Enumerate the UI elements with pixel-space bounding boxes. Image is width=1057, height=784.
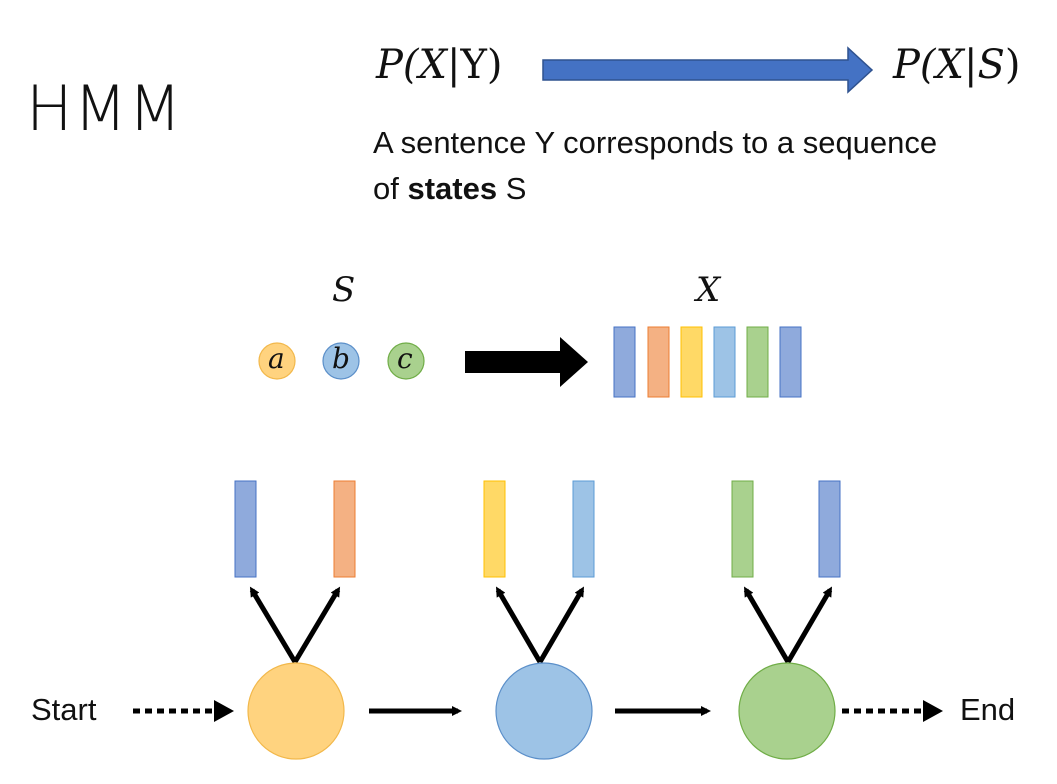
- state-node-3: [738, 662, 836, 760]
- page-title: HMM: [26, 72, 183, 145]
- blue-block-arrow: [542, 46, 874, 94]
- obs-vector-2: [647, 326, 670, 398]
- state-symbol-a-label: a: [268, 342, 285, 375]
- start-label: Start: [31, 692, 97, 727]
- emit-vector-2b: [572, 480, 595, 578]
- formula-right-prefix: P(: [893, 42, 936, 88]
- formula-left: P(X|Y): [376, 42, 503, 88]
- obs-vector-5: [746, 326, 769, 398]
- emit-vector-3a: [731, 480, 754, 578]
- observations-label: X: [696, 270, 721, 310]
- formula-left-given: Y: [460, 42, 487, 88]
- end-label: End: [960, 692, 1016, 727]
- state-symbol-c-label: c: [397, 342, 413, 375]
- caption-states-bold: states: [407, 171, 498, 206]
- state-node-1: [247, 662, 345, 760]
- start-arrow: [133, 700, 234, 722]
- emit-vector-1b: [333, 480, 356, 578]
- observation-vectors: [613, 326, 802, 398]
- emit-vector-3b: [818, 480, 841, 578]
- emission-block-arrow: [465, 337, 588, 387]
- caption-line-2-prefix: of: [373, 171, 408, 206]
- emitted-vectors: [234, 480, 841, 578]
- formula-left-var: X: [418, 42, 448, 88]
- state-node-2: [495, 662, 593, 760]
- formula-right-given: S: [977, 42, 1005, 88]
- caption: A sentence Y corresponds to a sequence o…: [373, 120, 1053, 212]
- emit-vector-2a: [483, 480, 506, 578]
- state-symbol-b-label: b: [332, 342, 350, 375]
- states-label: S: [332, 270, 356, 310]
- emit-vector-1a: [234, 480, 257, 578]
- obs-vector-6: [779, 326, 802, 398]
- formula-right-close: ): [1004, 42, 1021, 88]
- caption-line-2: of states S: [373, 166, 1053, 212]
- formula-left-close: ): [486, 42, 503, 88]
- caption-line-1: A sentence Y corresponds to a sequence: [373, 125, 938, 160]
- formula-left-prefix: P(: [376, 42, 419, 88]
- formula-right: P(X|S): [893, 42, 1021, 88]
- state-symbol-a: [258, 342, 296, 380]
- obs-vector-3: [680, 326, 703, 398]
- obs-vector-1: [613, 326, 636, 398]
- formula-right-bar: |: [964, 42, 978, 88]
- formula-right-var: X: [935, 42, 965, 88]
- caption-line-2-suffix: S: [497, 171, 527, 206]
- state-symbol-b: [322, 342, 360, 380]
- emission-arrows: [249, 586, 833, 664]
- formula-left-bar: |: [447, 42, 461, 88]
- obs-vector-4: [713, 326, 736, 398]
- end-arrow: [842, 700, 943, 722]
- state-symbol-c: [387, 342, 425, 380]
